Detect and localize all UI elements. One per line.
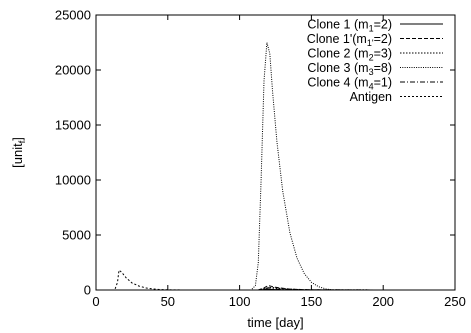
- series-line-2: [96, 285, 398, 291]
- y-tick-label: 15000: [55, 118, 91, 133]
- y-axis-label-close: ]: [10, 137, 25, 141]
- series-line-4: [96, 42, 333, 291]
- y-axis-label-main: [unit: [10, 143, 25, 168]
- y-axis-label-sub: f: [17, 140, 27, 143]
- legend: Clone 1 (m1=2)Clone 1'(m1'=2)Clone 2 (m2…: [307, 18, 443, 104]
- x-tick-label: 250: [444, 294, 466, 309]
- series-line-6: [96, 269, 398, 291]
- y-tick-label: 10000: [55, 173, 91, 188]
- x-tick-label: 0: [92, 294, 99, 309]
- x-axis-label: time [day]: [247, 315, 303, 330]
- legend-label: Antigen: [350, 90, 392, 104]
- legend-label: Clone 1 (m1=2): [307, 18, 392, 34]
- y-axis-label: [unitf]: [10, 137, 27, 168]
- legend-label: Clone 3 (m3=8): [307, 61, 392, 77]
- x-tick-label: 150: [301, 294, 323, 309]
- x-tick-label: 50: [161, 294, 175, 309]
- y-tick-label: 25000: [55, 8, 91, 23]
- y-tick-label: 20000: [55, 63, 91, 78]
- plot-frame: [95, 14, 456, 291]
- axis-ticks: 0 50 100 150 200 250 0 5000 10000 15000 20000 25000: [55, 8, 466, 310]
- y-tick-label: 5000: [62, 228, 91, 243]
- legend-label: Clone 2 (m2=3): [307, 47, 392, 63]
- legend-label: Clone 1'(m1'=2): [307, 32, 392, 48]
- x-tick-label: 200: [372, 294, 394, 309]
- legend-label: Clone 4 (m4=1): [307, 76, 392, 92]
- x-tick-label: 100: [229, 294, 251, 309]
- y-tick-label: 0: [84, 283, 91, 298]
